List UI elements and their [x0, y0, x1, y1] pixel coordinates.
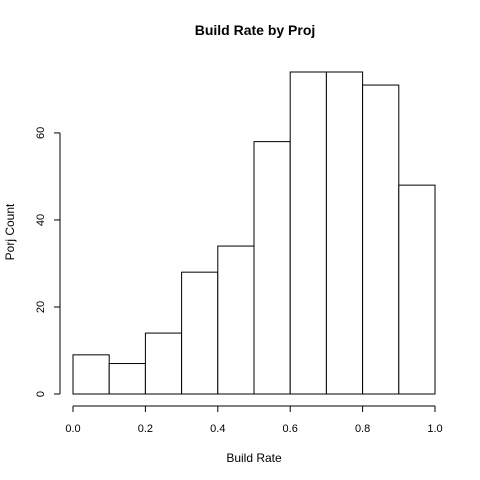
x-tick-label: 0.6	[283, 423, 298, 435]
y-tick-label: 40	[35, 214, 47, 226]
histogram-bar	[144, 332, 183, 395]
bars-group	[72, 71, 436, 395]
histogram-bar	[72, 354, 110, 395]
histogram-bar	[108, 363, 146, 395]
histogram-bar	[289, 71, 327, 395]
histogram-bar	[362, 84, 400, 395]
y-tick-label: 60	[35, 127, 47, 139]
x-tick-label: 1.0	[427, 423, 442, 435]
x-axis: 0.0 0.2 0.4 0.6 0.8 1.0	[65, 405, 443, 435]
y-tick-label: 0	[35, 391, 47, 397]
histogram-bar	[253, 141, 291, 395]
x-axis-label: Build Rate	[226, 451, 282, 465]
y-axis: 0 20 40 60	[35, 127, 61, 397]
x-tick-label: 0.4	[210, 423, 225, 435]
y-axis-label: Porj Count	[3, 203, 17, 260]
chart-title: Build Rate by Proj	[195, 22, 316, 38]
x-tick-label: 0.0	[65, 423, 80, 435]
histogram-bar	[181, 271, 219, 395]
histogram-bar	[217, 245, 255, 395]
histogram-bar	[325, 71, 364, 395]
x-tick-label: 0.2	[138, 423, 153, 435]
histogram-bar	[398, 184, 436, 395]
x-tick-label: 0.8	[355, 423, 370, 435]
y-tick-label: 20	[35, 301, 47, 313]
